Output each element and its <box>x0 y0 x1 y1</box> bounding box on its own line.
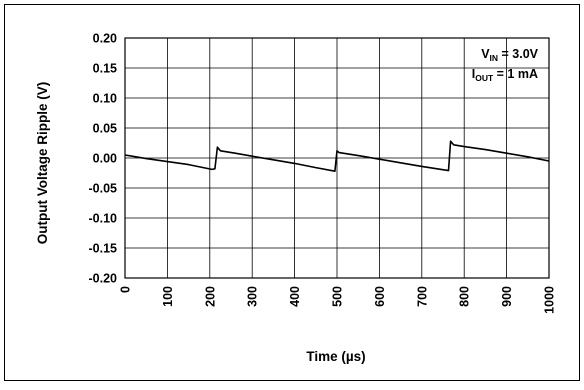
x-tick-label: 300 <box>246 286 260 307</box>
iout-subscript: OUT <box>475 73 494 83</box>
x-axis-label: Time (µs) <box>306 349 365 364</box>
x-tick-label: 800 <box>458 286 472 307</box>
x-tick-label: 200 <box>203 286 217 307</box>
x-tick-label: 600 <box>373 286 387 307</box>
y-tick-label: -0.10 <box>89 212 118 226</box>
y-tick-label: 0.10 <box>93 92 117 106</box>
y-axis-label: Output Voltage Ripple (V) <box>35 82 50 245</box>
legend-vin: VIN = 3.0V <box>481 47 538 63</box>
iout-symbol: I <box>472 67 475 81</box>
y-tick-label: 0.00 <box>93 152 117 166</box>
plot-area-border <box>124 37 550 279</box>
x-tick-label: 1000 <box>543 286 557 314</box>
y-tick-label: -0.15 <box>89 242 118 256</box>
y-tick-label: -0.20 <box>89 272 118 286</box>
x-tick-labels: 0 100 200 300 400 500 600 700 800 900 1000 <box>119 286 557 314</box>
vin-subscript: IN <box>490 53 499 63</box>
x-tick-label: 100 <box>161 286 175 307</box>
series-layer <box>124 140 550 172</box>
iout-value: = 1 mA <box>493 67 538 81</box>
y-tick-labels: 0.20 0.15 0.10 0.05 0.00 -0.05 -0.10 -0.15 -0.20 <box>89 32 118 286</box>
x-tick-label: 500 <box>331 286 345 307</box>
y-tick-label: 0.05 <box>93 122 117 136</box>
x-tick-label: 400 <box>288 286 302 307</box>
y-tick-label: 0.15 <box>93 62 117 76</box>
vin-symbol: V <box>481 47 490 61</box>
vin-value: = 3.0V <box>498 47 539 61</box>
series-line <box>124 140 550 172</box>
x-tick-label: 0 <box>119 286 133 293</box>
legend-iout: IOUT = 1 mA <box>472 67 538 83</box>
x-tick-label: 900 <box>500 286 514 307</box>
y-tick-label: 0.20 <box>93 32 117 46</box>
x-tick-label: 700 <box>415 286 429 307</box>
outer-border <box>4 4 580 381</box>
y-tick-label: -0.05 <box>89 182 118 196</box>
